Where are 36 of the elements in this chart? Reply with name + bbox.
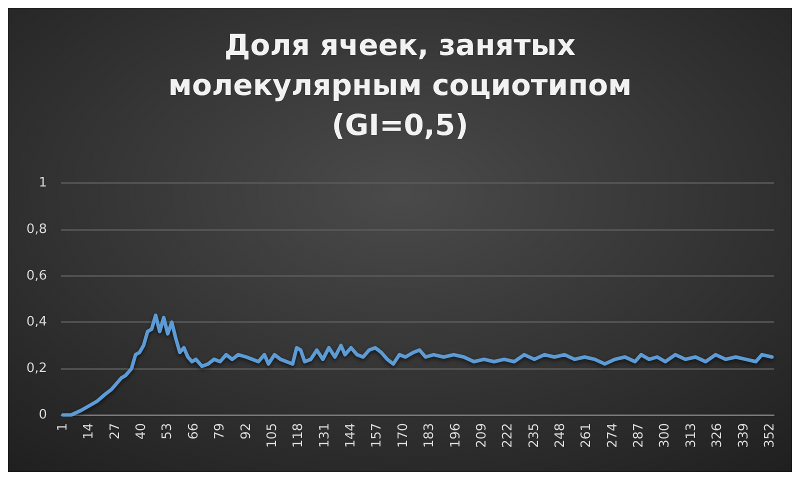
x-tick-label: 313 [684, 423, 699, 448]
x-tick-label: 118 [291, 423, 306, 448]
x-tick-label: 92 [238, 423, 254, 440]
x-tick-label: 40 [134, 423, 150, 440]
y-tick-label: 1 [38, 176, 47, 190]
x-tick-label: 170 [396, 423, 411, 448]
x-tick-label: 27 [108, 423, 123, 440]
x-tick-label: 248 [553, 423, 568, 448]
x-tick-label: 105 [264, 423, 280, 448]
x-tick-label: 222 [500, 423, 516, 448]
line-series [61, 313, 774, 417]
x-tick-label: 79 [212, 423, 228, 440]
y-tick-label: 0 [38, 408, 47, 422]
x-tick-label: 235 [526, 423, 542, 448]
x-tick-label: 14 [82, 423, 97, 440]
x-tick-label: 144 [344, 423, 359, 448]
x-tick-label: 326 [710, 423, 726, 448]
x-tick-label: 66 [186, 423, 202, 440]
y-tick-label: 0,6 [26, 268, 47, 284]
x-tick-label: 300 [658, 423, 673, 448]
x-tick-label: 352 [762, 423, 778, 448]
x-tick-label: 339 [736, 423, 752, 448]
y-tick-label: 0,8 [26, 222, 47, 237]
x-tick-label: 131 [317, 423, 332, 448]
x-tick-label: 274 [605, 423, 620, 448]
x-tick-label: 196 [448, 423, 464, 448]
y-tick-label: 0,2 [26, 361, 47, 376]
x-tick-label: 1 [56, 423, 71, 432]
x-tick-label: 53 [160, 423, 176, 440]
x-tick-label: 287 [632, 423, 647, 448]
x-tick-label: 183 [422, 423, 438, 448]
x-tick-label: 157 [370, 423, 385, 448]
chart-title: Доля ячеек, занятых молекулярным социотипом (GI=0,5) [168, 28, 632, 142]
x-tick-label: 261 [579, 423, 594, 448]
y-tick-label: 0,4 [26, 314, 47, 330]
x-tick-label: 209 [474, 423, 490, 448]
